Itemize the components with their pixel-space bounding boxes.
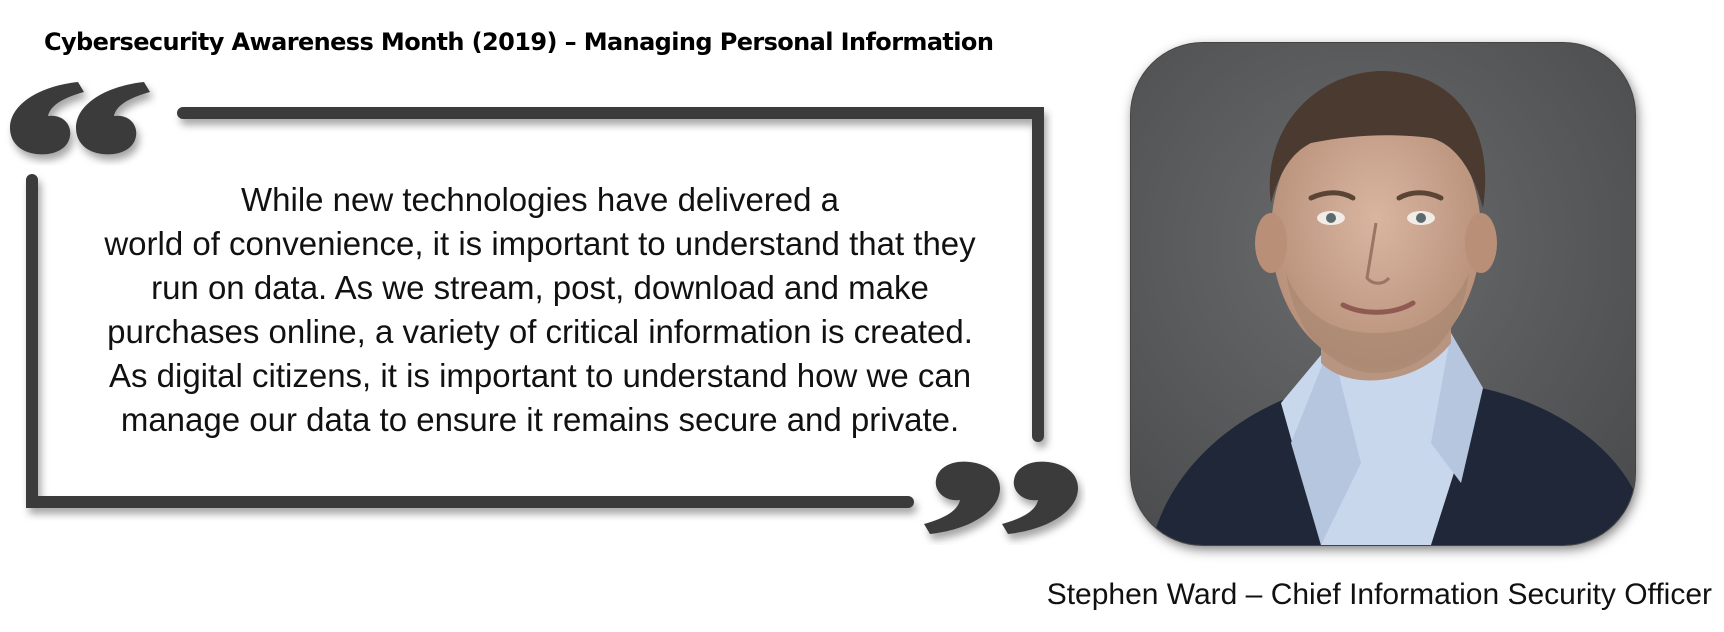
quote-text: While new technologies have delivered a … — [60, 178, 1020, 442]
open-quote-icon — [10, 82, 150, 155]
photo-caption: Stephen Ward – Chief Information Securit… — [1046, 578, 1712, 611]
page-title: Cybersecurity Awareness Month (2019) – M… — [44, 28, 994, 56]
portrait-illustration — [1131, 43, 1635, 545]
portrait-photo — [1131, 43, 1635, 545]
close-quote-icon — [924, 461, 1078, 534]
quote-line: run on data. As we stream, post, downloa… — [151, 269, 929, 306]
quote-line: manage our data to ensure it remains sec… — [120, 401, 960, 438]
quote-line: As digital citizens, it is important to … — [108, 357, 972, 394]
frame-lines — [26, 107, 1044, 508]
quote-line: purchases online, a variety of critical … — [107, 313, 973, 350]
quote-line: world of convenience, it is important to… — [104, 225, 976, 262]
quote-line: While new technologies have delivered a — [240, 181, 840, 218]
